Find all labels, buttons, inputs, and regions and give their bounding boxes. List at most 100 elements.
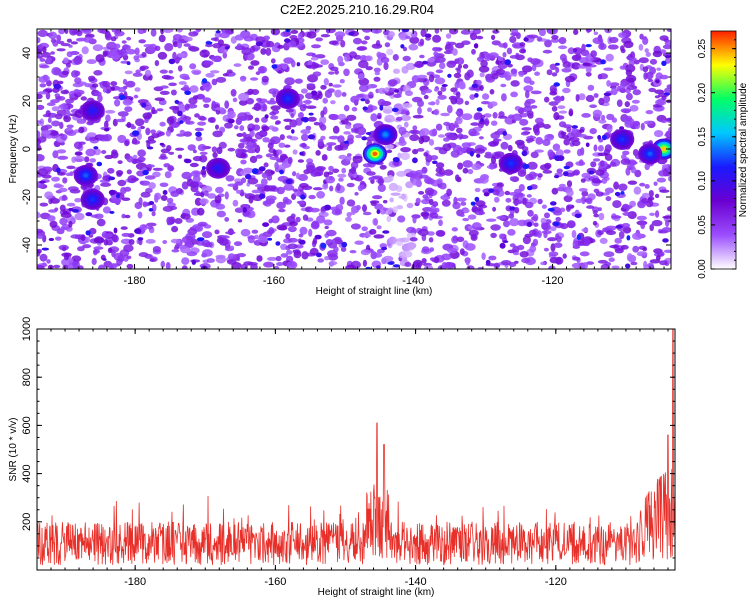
heatmap-cell <box>73 141 83 150</box>
heatmap-spot <box>104 127 110 132</box>
heatmap-cell <box>598 43 607 50</box>
heatmap-cell <box>284 77 295 86</box>
heatmap-cell <box>491 40 501 46</box>
heatmap-cell <box>401 66 409 74</box>
heatmap-cell <box>365 55 373 62</box>
heatmap-cell <box>356 126 367 136</box>
heatmap-cell <box>360 249 371 256</box>
heatmap-cell <box>490 156 497 164</box>
heatmap-spot <box>387 261 394 265</box>
heatmap-cell <box>50 198 60 204</box>
heatmap-cell <box>651 219 663 227</box>
heatmap-cell <box>179 103 185 109</box>
heatmap-cell <box>649 212 656 216</box>
heatmap-cell <box>386 149 393 154</box>
heatmap-cell <box>65 98 74 104</box>
heatmap-cell <box>412 125 418 131</box>
heatmap-cell <box>630 261 638 266</box>
heatmap-cell <box>638 43 644 51</box>
heatmap-spot <box>146 146 154 150</box>
heatmap-cell <box>37 120 43 124</box>
heatmap-cell <box>233 63 242 67</box>
heatmap-cell <box>141 52 147 57</box>
heatmap-cell <box>566 126 572 133</box>
heatmap-cell <box>283 198 292 205</box>
heatmap-cell <box>205 72 215 78</box>
heatmap-cell <box>160 153 167 159</box>
heatmap-cell <box>225 231 236 235</box>
heatmap-spot <box>473 43 479 49</box>
heatmap-cell <box>624 64 636 73</box>
heatmap-cell <box>159 121 166 127</box>
heatmap-cell <box>463 208 470 213</box>
heatmap-cell <box>386 175 394 182</box>
heatmap-cell <box>185 232 196 241</box>
heatmap-cell <box>383 62 389 71</box>
heatmap-cell <box>164 43 174 52</box>
heatmap-cell <box>551 35 559 40</box>
heatmap-cell <box>112 234 118 243</box>
heatmap-cell <box>332 125 340 134</box>
heatmap-hotspot <box>372 151 378 156</box>
heatmap-cell <box>211 146 218 153</box>
heatmap-spot <box>341 241 348 248</box>
heatmap-cell <box>212 152 218 158</box>
heatmap-cell <box>430 155 439 161</box>
heatmap-cell <box>560 131 567 136</box>
heatmap-cell <box>612 200 622 209</box>
heatmap-cell <box>509 176 515 181</box>
heatmap-cell <box>277 44 284 49</box>
heatmap-cell <box>58 187 68 193</box>
heatmap-cell <box>356 177 363 182</box>
heatmap-cell <box>156 108 164 112</box>
heatmap-cell <box>606 230 616 236</box>
heatmap-cell <box>613 181 619 190</box>
heatmap-cell <box>188 31 199 37</box>
heatmap-cell <box>284 125 292 131</box>
heatmap-cell <box>505 197 512 203</box>
heatmap-cell <box>655 72 663 80</box>
heatmap-cell <box>312 71 322 77</box>
heatmap-cell <box>201 185 213 193</box>
heatmap-cell <box>371 43 383 49</box>
heatmap-cell <box>432 47 439 52</box>
heatmap-spot <box>626 235 631 241</box>
heatmap-cell <box>126 155 134 163</box>
heatmap-cell <box>544 39 552 48</box>
heatmap-cell <box>553 210 563 216</box>
heatmap-cell <box>353 37 362 45</box>
heatmap-cell <box>429 257 435 261</box>
heatmap-cell <box>592 158 601 162</box>
heatmap-cell <box>466 265 475 269</box>
colorbar-label: Normalized spectral amplitude <box>738 82 749 217</box>
heatmap-spot <box>361 136 368 141</box>
heatmap-cell <box>598 119 607 124</box>
heatmap-cell <box>140 180 151 186</box>
heatmap-cell <box>531 64 537 72</box>
heatmap-cell <box>469 32 478 41</box>
heatmap-cell <box>405 181 414 189</box>
heatmap-cell <box>511 113 523 121</box>
heatmap-cell <box>295 216 301 223</box>
heatmap-cell <box>219 32 230 39</box>
heatmap-spot <box>603 92 612 97</box>
heatmap-cell <box>63 115 71 123</box>
heatmap-spot <box>85 230 91 236</box>
heatmap-cell <box>37 248 42 254</box>
heatmap-spot <box>382 230 390 234</box>
heatmap-cell <box>104 120 109 129</box>
heatmap-cell <box>471 205 478 213</box>
heatmap-cell <box>301 251 309 260</box>
heatmap-cell <box>643 120 654 125</box>
heatmap-cell <box>401 250 413 258</box>
heatmap-cell <box>500 141 509 150</box>
heatmap-cell <box>102 88 107 93</box>
heatmap-cell <box>291 60 296 68</box>
heatmap-spot <box>574 213 582 219</box>
heatmap-cell <box>44 191 54 199</box>
heatmap-cell <box>388 79 398 87</box>
heatmap-cell <box>286 135 293 139</box>
heatmap-cell <box>369 228 377 235</box>
heatmap-cell <box>176 133 186 137</box>
heatmap-cell <box>404 262 412 267</box>
